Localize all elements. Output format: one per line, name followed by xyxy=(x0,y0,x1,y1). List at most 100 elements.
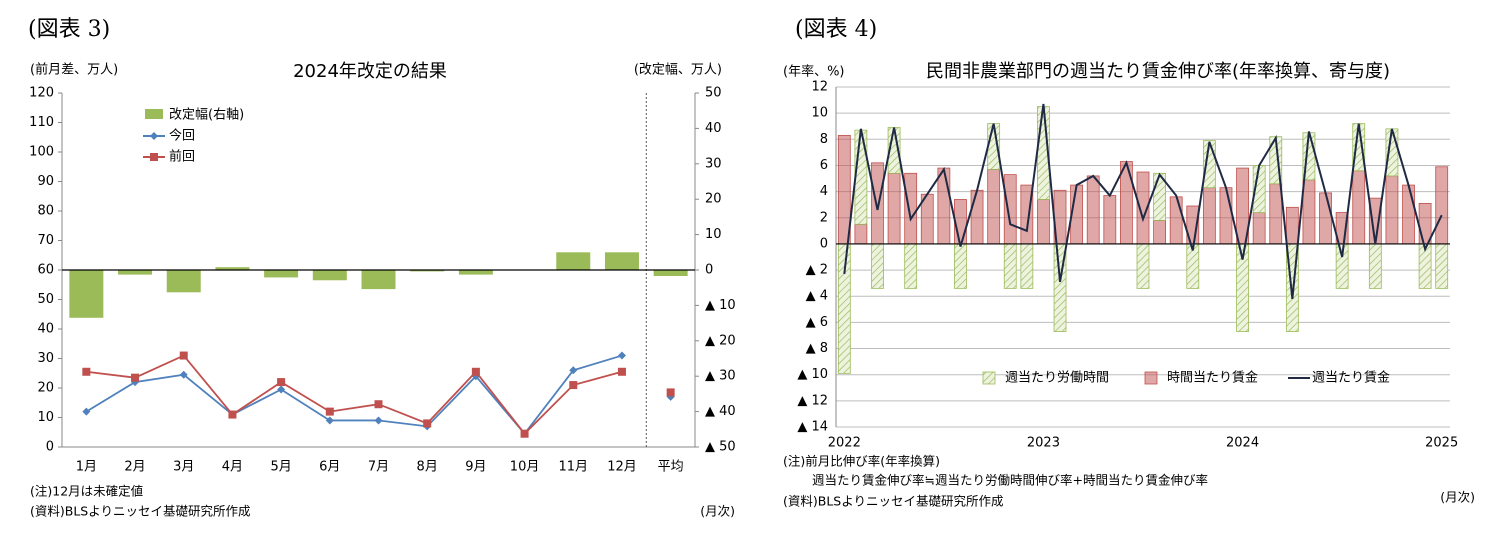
bar xyxy=(837,243,851,374)
y-tick-label: 4 xyxy=(820,184,828,199)
bar xyxy=(1252,212,1266,245)
y-tick-label: 100 xyxy=(29,145,54,160)
bar xyxy=(1003,243,1017,289)
note: (資料)BLSよりニッセイ基礎研究所作成 xyxy=(783,494,1003,509)
bar xyxy=(410,270,445,272)
y2-tick-label: ▲ 50 xyxy=(705,440,736,455)
marker xyxy=(374,400,383,409)
bar xyxy=(556,252,591,270)
bar xyxy=(904,243,918,289)
legend-label: 週当たり労働時間 xyxy=(1005,371,1109,386)
chart-title: 2024年改定の結果 xyxy=(293,61,447,82)
legend-marker xyxy=(150,132,158,140)
y-tick-label: ▲ 14 xyxy=(797,420,828,435)
y-tick-label: ▲ 6 xyxy=(806,315,828,330)
y-tick-label: 12 xyxy=(811,80,828,95)
line xyxy=(86,354,623,436)
y-tick-label: ▲ 8 xyxy=(806,341,828,356)
y-axis-label: (年率、%) xyxy=(783,64,845,80)
y-tick-label: 120 xyxy=(29,86,54,101)
bar xyxy=(604,252,639,270)
bar xyxy=(1418,202,1432,245)
y-tick-label: 0 xyxy=(820,236,828,251)
legend-swatch xyxy=(1144,371,1158,385)
y-tick-label: 10 xyxy=(37,410,54,425)
marker xyxy=(228,410,237,419)
bar xyxy=(1319,192,1332,245)
marker xyxy=(617,351,626,360)
y2-tick-label: 10 xyxy=(705,227,722,242)
y-tick-label: 20 xyxy=(37,381,54,396)
note: 週当たり賃金伸び率≒週当たり労働時間伸び率+時間当たり賃金伸び率 xyxy=(812,473,1208,488)
x-tick-label: 7月 xyxy=(368,460,389,475)
y-tick-label: 8 xyxy=(820,132,828,147)
bar xyxy=(1385,175,1399,245)
y2-tick-label: ▲ 30 xyxy=(705,369,736,384)
marker xyxy=(569,366,578,375)
marker xyxy=(666,388,675,397)
bar xyxy=(264,270,299,278)
bar xyxy=(1435,166,1449,245)
bar xyxy=(970,189,984,245)
marker xyxy=(82,407,91,416)
bar xyxy=(1136,243,1150,289)
x-unit: (月次) xyxy=(1440,490,1475,505)
x-tick-label: 5月 xyxy=(270,460,291,475)
x-tick-label: 1月 xyxy=(76,460,97,475)
y-tick-label: 0 xyxy=(46,440,54,455)
x-tick-label: 3月 xyxy=(173,460,194,475)
marker xyxy=(617,367,626,376)
bar xyxy=(887,172,901,245)
y-axis-label: (前月差、万人) xyxy=(30,62,118,78)
bar xyxy=(1086,175,1100,245)
marker xyxy=(82,367,91,376)
bar xyxy=(854,223,868,245)
legend-marker xyxy=(150,153,158,161)
marker xyxy=(179,351,188,360)
y2-tick-label: 20 xyxy=(705,192,722,207)
legend-swatch xyxy=(982,371,996,385)
y-tick-label: ▲ 2 xyxy=(806,263,828,278)
y2-tick-label: 30 xyxy=(705,156,722,171)
legend-label: 前回 xyxy=(169,149,195,165)
bar xyxy=(954,199,967,245)
chart-title: 民間非農業部門の週当たり賃金伸び率(年率換算、寄与度) xyxy=(926,61,1390,82)
legend-label: 週当たり賃金 xyxy=(1312,370,1390,386)
bar xyxy=(1103,195,1117,245)
y-tick-label: 80 xyxy=(37,204,54,219)
line xyxy=(843,103,1443,299)
bar xyxy=(1302,179,1316,245)
bar xyxy=(1020,243,1034,289)
x-tick-label: 4月 xyxy=(222,460,243,475)
bar xyxy=(1368,243,1382,289)
y2-tick-label: 0 xyxy=(705,263,713,278)
marker xyxy=(520,429,529,438)
y-tick-label: 90 xyxy=(37,174,54,189)
bar xyxy=(1169,196,1183,245)
x-tick-label: 6月 xyxy=(319,460,340,475)
y-tick-label: 30 xyxy=(37,351,54,366)
y2-tick-label: 50 xyxy=(705,86,722,101)
y-tick-label: ▲ 12 xyxy=(797,393,828,408)
marker xyxy=(179,370,188,379)
marker xyxy=(325,407,334,416)
bar xyxy=(1202,187,1216,245)
bar xyxy=(653,270,688,277)
y-tick-label: ▲ 4 xyxy=(806,289,828,304)
bar xyxy=(1153,219,1166,245)
y-tick-label: 110 xyxy=(29,115,54,130)
x-tick-label: 平均 xyxy=(658,460,684,475)
bar xyxy=(871,243,884,289)
bar xyxy=(1352,170,1366,245)
marker xyxy=(471,367,480,376)
y-tick-label: 50 xyxy=(37,292,54,307)
figure-label: (図表 3) xyxy=(28,17,110,42)
y2-axis-label: (改定幅、万人) xyxy=(634,63,722,78)
bar xyxy=(1219,187,1233,245)
bar xyxy=(1037,199,1050,245)
x-tick-label: 11月 xyxy=(558,460,588,475)
x-tick-label: 2月 xyxy=(124,460,145,475)
y-tick-label: ▲ 10 xyxy=(797,367,828,382)
x-tick-label: 8月 xyxy=(417,460,438,475)
bar xyxy=(1003,174,1017,245)
